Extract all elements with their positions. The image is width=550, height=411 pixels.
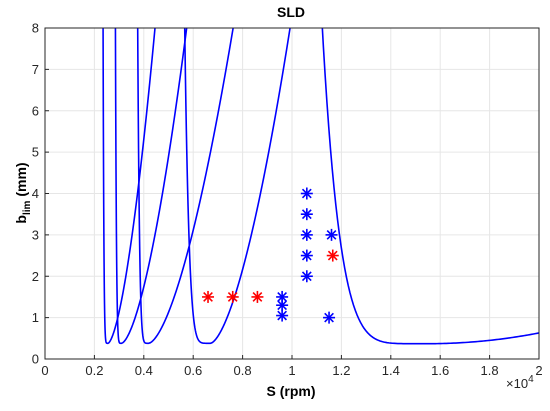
marker-blue-4 — [300, 208, 313, 221]
x-axis-exponent-base: ×10 — [506, 376, 528, 391]
y-tick-label-6: 6 — [32, 103, 39, 118]
x-axis-exponent-power: 4 — [528, 374, 534, 385]
stability-lobes — [102, 28, 539, 345]
x-tick-label-9: 1.8 — [481, 363, 499, 378]
marker-blue-9 — [323, 311, 336, 324]
marker-blue-3 — [300, 187, 313, 200]
y-tick-label-4: 4 — [32, 186, 39, 201]
y-tick-label-3: 3 — [32, 227, 39, 242]
marker-blue-7 — [300, 270, 313, 283]
marker-blue-2 — [276, 309, 289, 322]
x-tick-label-5: 1 — [288, 363, 295, 378]
marker-red-10 — [202, 290, 215, 303]
y-tick-label-7: 7 — [32, 62, 39, 77]
x-tick-label-6: 1.2 — [332, 363, 350, 378]
y-tick-label-0: 0 — [32, 352, 39, 367]
x-tick-label-8: 1.6 — [431, 363, 449, 378]
marker-red-13 — [326, 249, 339, 262]
y-tick-label-5: 5 — [32, 145, 39, 160]
x-tick-label-1: 0.2 — [85, 363, 103, 378]
y-axis-label: blim (mm) — [13, 162, 33, 223]
marker-blue-8 — [325, 228, 338, 241]
y-axis-label-sub: lim — [22, 200, 33, 215]
stability-lobe-2 — [136, 28, 234, 345]
stability-lobe-1 — [114, 28, 188, 345]
y-axis-label-unit: (mm) — [13, 162, 29, 200]
y-axis-label-main: b — [13, 215, 29, 224]
x-tick-label-4: 0.8 — [234, 363, 252, 378]
stability-lobe-0 — [102, 28, 156, 345]
marker-blue-6 — [300, 249, 313, 262]
y-tick-label-2: 2 — [32, 269, 39, 284]
x-tick-label-3: 0.6 — [184, 363, 202, 378]
x-tick-label-10: 2 — [535, 363, 542, 378]
x-tick-label-7: 1.4 — [382, 363, 400, 378]
y-tick-labels: 0 1 2 3 4 5 6 7 8 — [32, 21, 49, 367]
x-tick-label-2: 0.4 — [135, 363, 153, 378]
x-tick-label-0: 0 — [41, 363, 48, 378]
x-tick-labels: 0 0.2 0.4 0.6 0.8 1 1.2 1.4 1.6 1.8 2 — [41, 355, 543, 378]
x-axis-exponent: ×104 — [506, 374, 534, 391]
chart-title: SLD — [277, 4, 305, 20]
marker-blue-5 — [300, 228, 313, 241]
y-tick-label-1: 1 — [32, 310, 39, 325]
stability-lobe-3 — [183, 28, 291, 345]
marker-red-11 — [226, 290, 239, 303]
test-point-markers — [202, 187, 339, 324]
stability-lobe-4 — [321, 28, 539, 345]
x-axis-label: S (rpm) — [267, 383, 316, 399]
y-tick-label-8: 8 — [32, 21, 39, 36]
marker-blue-1 — [276, 299, 289, 312]
marker-red-12 — [251, 290, 264, 303]
